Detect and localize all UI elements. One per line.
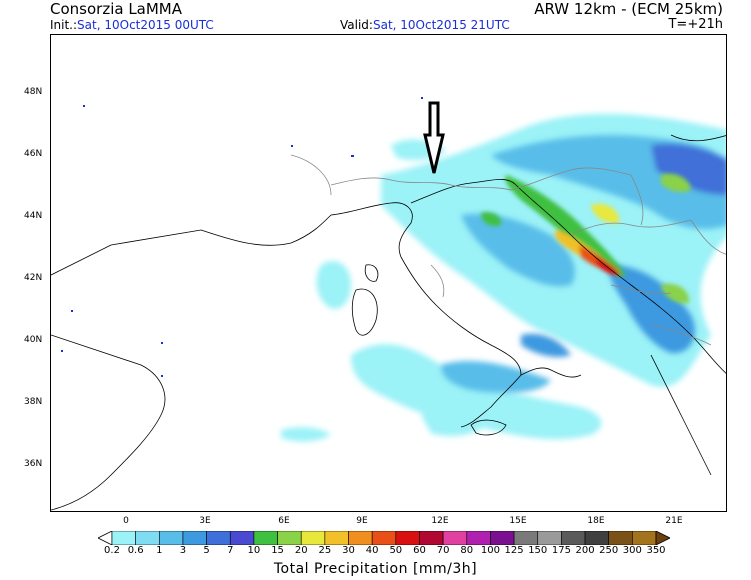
colorbar-swatch xyxy=(324,531,349,545)
colorbar-swatch xyxy=(584,531,609,545)
colorbar-swatch xyxy=(111,531,136,545)
valid-time: Valid:Sat, 10Oct2015 21UTC xyxy=(340,18,510,32)
colorbar-swatch xyxy=(442,531,468,545)
colorbar-label: 20 xyxy=(294,545,308,556)
lat-tick-label: 44N xyxy=(24,211,43,221)
map-canvas xyxy=(51,97,726,511)
lat-tick-label: 48N xyxy=(24,87,43,97)
lon-tick-label: 3E xyxy=(199,516,211,526)
down-arrow-icon xyxy=(423,101,445,174)
lon-tick-label: 6E xyxy=(278,516,290,526)
colorbar-swatch xyxy=(419,531,444,545)
colorbar-label: 300 xyxy=(622,545,642,556)
lon-tick-label: 21E xyxy=(665,516,683,526)
precipitation-colorbar xyxy=(98,531,670,545)
colorbar-swatch xyxy=(632,531,657,545)
colorbar-swatch xyxy=(513,531,539,545)
colorbar-swatch xyxy=(206,531,231,545)
colorbar-title: Total Precipitation [mm/3h] xyxy=(273,561,478,577)
colorbar-swatch xyxy=(98,531,113,545)
border-layer xyxy=(290,154,726,346)
colorbar-swatch xyxy=(135,531,160,545)
colorbar-label: 0.6 xyxy=(127,545,144,556)
colorbar-swatch xyxy=(182,531,207,545)
colorbar-label: 350 xyxy=(646,545,666,556)
colorbar-label: 175 xyxy=(551,545,571,556)
forecast-timestep: T=+21h xyxy=(668,17,723,32)
colorbar-label: 30 xyxy=(342,545,355,556)
colorbar-swatch xyxy=(371,531,397,545)
coastline-layer xyxy=(51,134,726,511)
init-value: Sat, 10Oct2015 00UTC xyxy=(77,18,214,32)
lon-tick-label: 9E xyxy=(356,516,368,526)
lon-tick-label: 12E xyxy=(431,516,449,526)
colorbar-swatch xyxy=(348,531,373,545)
colorbar-label: 25 xyxy=(318,545,332,556)
colorbar-swatch xyxy=(655,531,670,545)
colorbar-label: 70 xyxy=(436,545,450,556)
colorbar-swatch xyxy=(159,531,184,545)
colorbar-label: 40 xyxy=(365,545,379,556)
colorbar-label: 7 xyxy=(227,545,234,556)
lat-tick-label: 46N xyxy=(24,149,43,159)
valid-value: Sat, 10Oct2015 21UTC xyxy=(372,18,510,32)
colorbar-label: 3 xyxy=(179,545,187,556)
colorbar-swatch xyxy=(253,531,278,545)
colorbar-swatch xyxy=(608,531,633,545)
colorbar-swatch xyxy=(300,531,326,545)
lat-tick-label: 40N xyxy=(24,335,43,345)
colorbar-label: 50 xyxy=(389,545,403,556)
colorbar-swatch xyxy=(561,531,586,545)
colorbar-label: 80 xyxy=(460,545,474,556)
valid-label: Valid: xyxy=(340,18,373,32)
colorbar-label: 1 xyxy=(156,545,163,556)
precipitation-map xyxy=(50,34,727,512)
inland-water-marks xyxy=(61,97,423,377)
colorbar-label: 5 xyxy=(203,545,210,556)
lon-tick-label: 15E xyxy=(509,516,527,526)
colorbar-swatch xyxy=(537,531,562,545)
colorbar-swatch xyxy=(395,531,420,545)
colorbar-label: 60 xyxy=(413,545,426,556)
colorbar-label: 0.2 xyxy=(104,545,120,556)
colorbar-label: 200 xyxy=(575,545,595,556)
colorbar-swatch xyxy=(229,531,255,545)
lon-tick-label: 0 xyxy=(123,516,129,526)
init-time: Init.:Sat, 10Oct2015 00UTC xyxy=(50,18,214,32)
model-title: ARW 12km - (ECM 25km) xyxy=(534,0,723,18)
colorbar-label: 10 xyxy=(247,545,261,556)
colorbar-swatch xyxy=(466,531,491,545)
precip-moderate-areas xyxy=(441,135,726,393)
colorbar-label: 125 xyxy=(504,545,524,556)
lat-tick-label: 36N xyxy=(24,459,43,469)
colorbar-label: 250 xyxy=(599,545,619,556)
lat-tick-label: 38N xyxy=(24,397,43,407)
colorbar-label: 150 xyxy=(528,545,548,556)
colorbar-label: 15 xyxy=(271,545,284,556)
organization-title: Consorzia LaMMA xyxy=(50,0,183,18)
colorbar-swatch xyxy=(277,531,302,545)
lon-tick-label: 18E xyxy=(587,516,605,526)
colorbar-label: 100 xyxy=(480,545,500,556)
init-label: Init.: xyxy=(50,18,78,32)
lat-tick-label: 42N xyxy=(24,273,43,283)
colorbar-swatch xyxy=(490,531,515,545)
